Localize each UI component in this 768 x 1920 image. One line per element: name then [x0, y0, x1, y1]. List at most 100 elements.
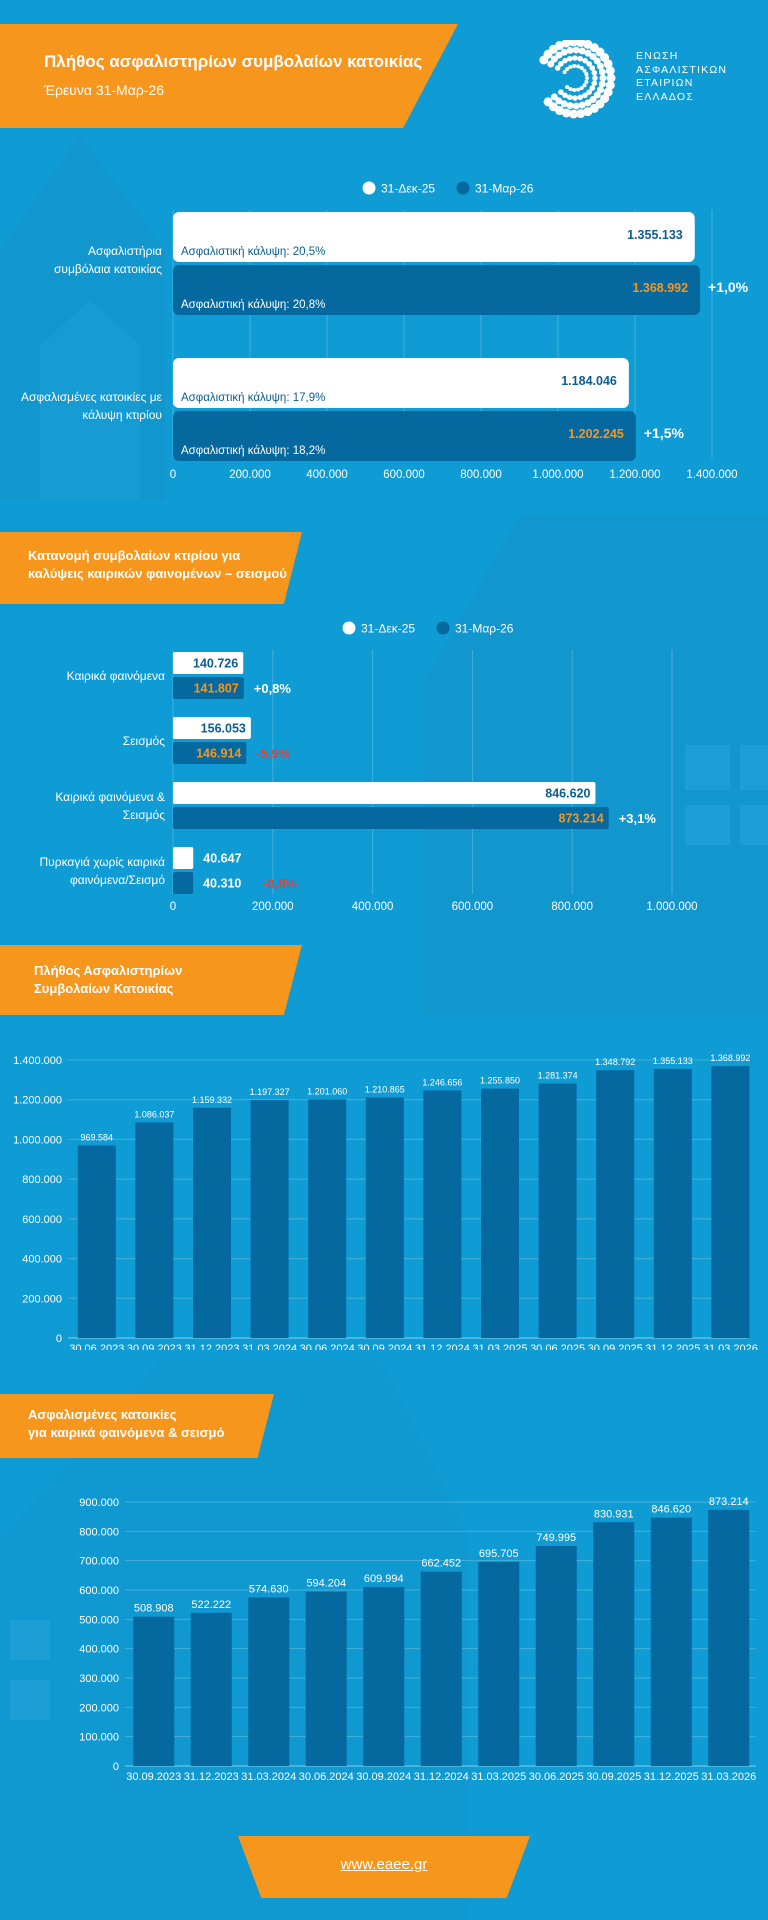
bar [650, 1517, 692, 1766]
y-tick-label: 800.000 [22, 1174, 62, 1186]
logo-dot [586, 61, 592, 67]
chart-insured-homes-over-time: 0 100.000 200.000 300.000 400.000 500.000 600.… [79, 1496, 756, 1780]
logo-dot [598, 68, 606, 76]
bar-curr [173, 265, 701, 315]
logo-dot [565, 66, 570, 71]
bar [363, 1587, 405, 1766]
logo-dot [543, 97, 553, 107]
y-tick-label: 900.000 [79, 1497, 119, 1509]
x-tick-label: 600.000 [452, 901, 494, 913]
logo-dot [560, 100, 568, 108]
logo-dot [598, 80, 606, 88]
y-tick-label: 200.000 [22, 1293, 62, 1305]
x-tick-label: 31.03.2026 [703, 1343, 758, 1350]
logo-dot [555, 40, 565, 50]
logo-dot [593, 57, 601, 65]
y-tick-label: 600.000 [22, 1214, 62, 1226]
logo-dot [548, 102, 558, 112]
bar-value-label: 594.204 [306, 1578, 346, 1590]
bar [478, 1561, 520, 1766]
bar-value-label: 873.214 [709, 1496, 749, 1508]
y-tick-label: 1.000.000 [13, 1134, 62, 1146]
logo-dot [585, 76, 589, 80]
logo-dot [593, 91, 601, 99]
page-title: Πλήθος ασφαλιστηρίων συμβολαίων κατοικία… [44, 52, 423, 71]
bar-value-label: 1.246.656 [422, 1077, 462, 1087]
logo-dot [539, 55, 549, 65]
bar-value-label: 140.726 [193, 657, 238, 671]
chart-policies-over-time: 0 200.000 400.000 600.000 800.000 1.000.000 1.… [13, 1053, 758, 1350]
logo-dot [560, 48, 568, 56]
bar [305, 1591, 347, 1766]
chart-policies-coverage: 31-Δεκ-25 31-Μαρ-26 0 200.000 400.000 600.000… [21, 181, 749, 481]
legend-marker-curr [456, 181, 470, 195]
logo-line: ΕΝΩΣΗ [636, 50, 679, 62]
chart-natural-catastrophe-distribution: 31-Δεκ-25 31-Μαρ-26 0 200.000 400.000 600.000… [40, 621, 698, 913]
bar [250, 1100, 289, 1338]
x-tick-label: 31.03.2025 [471, 1771, 526, 1780]
y-tick-label: 800.000 [79, 1526, 119, 1538]
bar-curr [173, 411, 636, 461]
logo-dot [572, 87, 577, 92]
bar-value-label: 1.348.792 [595, 1057, 635, 1067]
bar-curr [173, 872, 194, 894]
x-tick-label: 0 [170, 901, 176, 913]
logo-dot [555, 51, 563, 59]
website-link[interactable]: www.eaee.gr [340, 1856, 428, 1873]
x-tick-label: 31.12.2023 [184, 1343, 239, 1350]
change-label: +0,8% [254, 681, 292, 696]
logo-dot [579, 66, 584, 71]
x-tick-label: 30.06.2025 [530, 1343, 585, 1350]
bar-prev [173, 212, 695, 262]
logo-dot [589, 53, 597, 61]
logo-dot [567, 94, 573, 101]
logo-dot [576, 109, 586, 119]
logo-dot [584, 99, 592, 107]
bar-value-label: 1.355.133 [627, 228, 683, 242]
logo-dot [576, 87, 581, 92]
x-tick-label: 30.09.2023 [126, 1771, 181, 1780]
logo-dot [577, 55, 583, 62]
section-title-line: Κατανομή συμβολαίων κτιρίου για [28, 548, 241, 563]
bar [365, 1097, 404, 1338]
x-tick-label: 1.000.000 [646, 901, 697, 913]
bar-value-label: 1.355.133 [653, 1056, 693, 1066]
logo-dot [583, 40, 593, 49]
bar-value-label: 1.210.865 [365, 1085, 405, 1095]
x-tick-label: 31.03.2024 [241, 1771, 296, 1780]
logo-line: ΕΛΛΑΔΟΣ [636, 90, 694, 103]
coverage-note: Ασφαλιστική κάλυψη: 20,5% [181, 246, 325, 258]
logo-dot [568, 64, 573, 69]
category-label: Καιρικά φαινόμενα & [55, 790, 165, 804]
coverage-note: Ασφαλιστική κάλυψη: 18,2% [181, 445, 325, 457]
x-tick-label: 31.03.2024 [242, 1343, 297, 1350]
bar-value-label: 40.647 [203, 852, 241, 866]
logo-dot [592, 75, 598, 81]
logo-dot [547, 60, 555, 68]
logo-dot [558, 89, 564, 95]
category-label: Καιρικά φαινόμενα [67, 669, 165, 683]
logo-dot [603, 87, 613, 97]
logo-dot [589, 95, 597, 103]
logo-dot [562, 57, 568, 64]
bar [190, 1612, 232, 1766]
category-label: Σεισμός [123, 734, 165, 748]
x-tick-label: 30.09.2023 [127, 1343, 182, 1350]
logo-dot [558, 61, 564, 67]
bar [538, 1083, 577, 1338]
x-tick-label: 800.000 [460, 469, 502, 481]
category-label: Πυρκαγιά χωρίς καιρικά [40, 855, 166, 869]
change-label: -0,8% [263, 876, 297, 891]
bar [596, 1070, 635, 1338]
page-subtitle: Έρευνα 31-Μαρ-26 [44, 82, 165, 98]
logo-dot [599, 74, 607, 82]
x-tick-label: 31.12.2023 [184, 1771, 239, 1780]
bar-value-label: 1.184.046 [561, 374, 617, 388]
logo-dot [605, 66, 615, 76]
logo-line: ΑΣΦΑΛΙΣΤΙΚΩΝ [636, 63, 728, 76]
bar-prev [173, 847, 194, 869]
logo-dot [589, 43, 599, 53]
x-tick-label: 31.12.2025 [645, 1343, 700, 1350]
legend-marker-curr [436, 621, 450, 635]
logo-dot [562, 70, 567, 74]
